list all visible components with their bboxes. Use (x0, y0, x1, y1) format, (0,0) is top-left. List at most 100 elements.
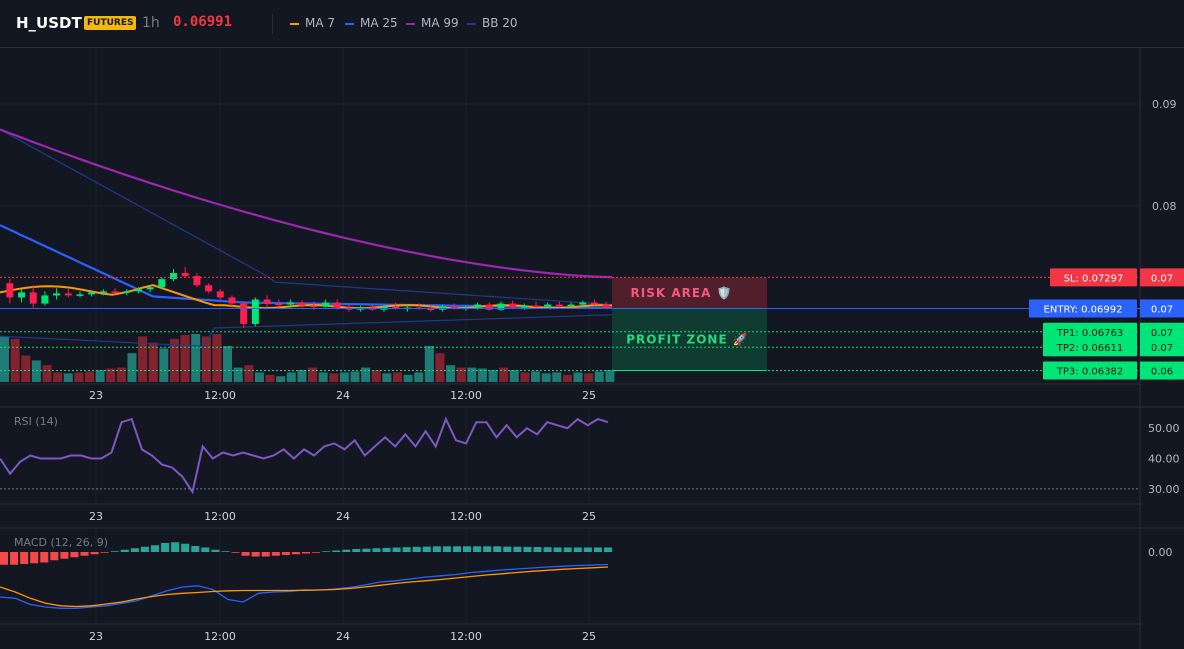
macd-y-tick: 0.00 (1148, 546, 1173, 559)
bb-upper-line (0, 128, 613, 306)
rsi-x-tick: 25 (582, 510, 596, 523)
candle-body (579, 302, 587, 305)
macd-histogram-bar (523, 546, 532, 552)
rsi-y-tick: 30.00 (1148, 483, 1180, 496)
macd-histogram-bar (452, 546, 462, 552)
macd-histogram-bar (503, 546, 512, 552)
macd-histogram-bar (422, 546, 431, 552)
volume-bar (446, 365, 456, 382)
candle-body (88, 292, 96, 295)
candle-body (29, 292, 37, 304)
macd-histogram-bar (140, 546, 149, 552)
volume-bar (74, 372, 84, 382)
macd-histogram-bar (130, 548, 139, 552)
level-label-box (1043, 338, 1137, 357)
candle-body (427, 308, 435, 311)
candle-body (99, 291, 107, 293)
macd-histogram-bar (442, 546, 451, 552)
volume-bar (53, 372, 63, 382)
volume-bar (95, 370, 105, 382)
volume-bar (138, 336, 148, 382)
level-label-text: TP1: 0.06763 (1056, 328, 1123, 339)
macd-histogram-bar (543, 547, 552, 552)
volume-bar (84, 371, 94, 382)
macd-histogram-bar (463, 546, 472, 552)
volume-bar (0, 336, 10, 382)
level-label-box (1029, 299, 1137, 318)
futures-badge: FUTURES (84, 16, 137, 30)
macd-histogram-bar (583, 547, 592, 552)
volume-bar (392, 372, 402, 382)
price-x-tick: 23 (89, 389, 103, 402)
volume-bar (350, 371, 360, 382)
candle-body (64, 293, 72, 296)
level-axis-box (1140, 268, 1184, 287)
macd-histogram-bar (171, 542, 180, 552)
macd-histogram-bar (362, 548, 371, 552)
level-label-box (1043, 322, 1137, 341)
price-y-tick: 0.09 (1152, 98, 1177, 111)
rsi-y-tick: 50.00 (1148, 422, 1180, 435)
candle-body (170, 273, 178, 280)
volume-bar (424, 346, 434, 382)
macd-histogram-bar (573, 547, 582, 552)
legend-ma99-label: MA 99 (421, 16, 459, 30)
macd-histogram-bar (563, 547, 572, 552)
macd-histogram-bar (120, 549, 129, 552)
candle-body (275, 303, 283, 306)
volume-bar (244, 365, 254, 382)
rsi-line (0, 416, 609, 495)
candle-body (193, 276, 201, 286)
macd-histogram-bar (372, 548, 381, 552)
candle-body (555, 304, 563, 307)
price-x-tick: 24 (336, 389, 350, 402)
volume-bar (127, 353, 137, 382)
candle-body (544, 304, 552, 307)
level-label-text: SL: 0.07297 (1064, 273, 1124, 284)
macd-title: MACD (12, 26, 9) (14, 536, 108, 549)
macd-histogram-bar (261, 552, 270, 557)
timeframe-label[interactable]: 1h (142, 15, 160, 31)
volume-bar (414, 372, 424, 382)
symbol-name[interactable]: H_USDT (16, 14, 82, 32)
macd-histogram-bar (533, 547, 542, 552)
macd-x-tick: 24 (336, 630, 350, 643)
macd-histogram-bar (211, 549, 220, 552)
risk-area-zone (612, 277, 767, 309)
macd-histogram-bar (60, 552, 69, 559)
macd-histogram-bar (593, 547, 602, 552)
price-x-tick: 12:00 (450, 389, 482, 402)
macd-histogram-bar (20, 552, 29, 564)
volume-bar (488, 370, 498, 382)
volume-bar (531, 371, 541, 382)
macd-histogram-bar (221, 551, 230, 552)
price-x-tick: 12:00 (204, 389, 236, 402)
legend-ma25[interactable]: MA 25 (345, 16, 398, 30)
legend-ma99[interactable]: MA 99 (406, 16, 459, 30)
rsi-y-tick: 40.00 (1148, 453, 1180, 466)
macd-x-tick: 25 (582, 630, 596, 643)
volume-bar (31, 360, 41, 382)
candle-body (520, 305, 528, 308)
macd-histogram-bar (191, 546, 200, 552)
candle-body (181, 273, 189, 277)
macd-histogram-bar (432, 546, 441, 552)
candle-body (567, 304, 575, 307)
volume-bar (552, 372, 562, 382)
legend-bb20[interactable]: BB 20 (467, 16, 518, 30)
legend-ma7[interactable]: MA 7 (290, 16, 335, 30)
level-label-text: TP3: 0.06382 (1056, 367, 1123, 378)
level-axis-value: 0.07 (1151, 328, 1173, 339)
macd-histogram-bar (382, 547, 391, 552)
level-axis-box (1140, 322, 1184, 341)
level-axis-value: 0.07 (1151, 343, 1173, 354)
macd-histogram-bar (342, 549, 351, 552)
macd-histogram-bar (291, 552, 300, 555)
ma7-line (0, 284, 613, 310)
volume-bar (159, 348, 169, 382)
macd-histogram-bar (50, 552, 59, 561)
candle-body (532, 305, 540, 308)
macd-histogram-bar (281, 552, 290, 555)
candle-body (474, 304, 482, 308)
